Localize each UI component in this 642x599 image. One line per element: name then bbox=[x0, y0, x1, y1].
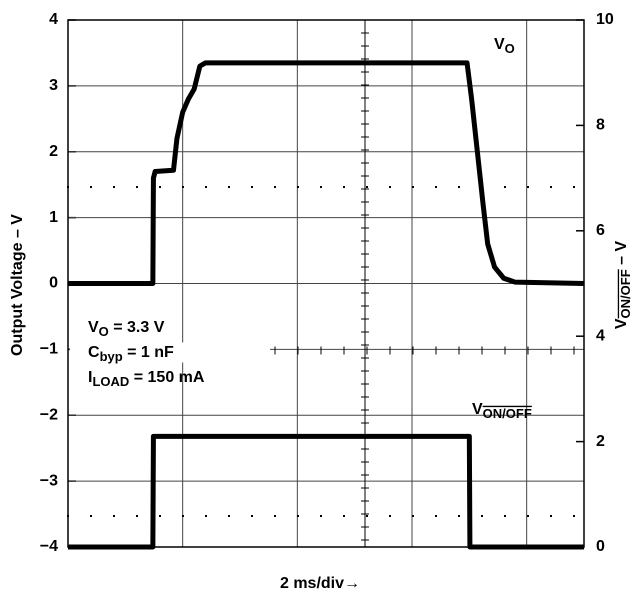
grid-dot bbox=[366, 186, 368, 188]
y2-tick-label: 10 bbox=[596, 11, 614, 28]
grid-dot bbox=[159, 186, 161, 188]
grid-dot bbox=[343, 186, 345, 188]
y2-tick-label: 4 bbox=[596, 327, 605, 344]
grid-dot bbox=[458, 515, 460, 517]
grid-dot bbox=[205, 186, 207, 188]
y-tick-label: 4 bbox=[49, 11, 58, 28]
grid-dot bbox=[527, 186, 529, 188]
grid-dot bbox=[573, 186, 575, 188]
y-tick-label: −4 bbox=[40, 538, 58, 555]
text-part: byp bbox=[100, 349, 123, 364]
grid-dot bbox=[136, 186, 138, 188]
text-part: ON/OFF bbox=[483, 406, 532, 421]
text-part: C bbox=[88, 344, 100, 361]
grid-dot bbox=[389, 186, 391, 188]
text-part: O bbox=[99, 324, 109, 339]
grid-dot bbox=[389, 515, 391, 517]
text-part: V bbox=[88, 319, 99, 336]
grid-dot bbox=[550, 186, 552, 188]
grid-dot bbox=[527, 515, 529, 517]
annotation: ILOAD = 150 mA bbox=[88, 369, 205, 389]
x-axis-label: 2 ms/div→ bbox=[280, 575, 360, 592]
grid-dot bbox=[274, 186, 276, 188]
grid-dot bbox=[228, 515, 230, 517]
y-tick-label: −3 bbox=[40, 472, 58, 489]
grid-dot bbox=[320, 186, 322, 188]
grid-dot bbox=[573, 515, 575, 517]
y2-axis-label: VON/OFF – V bbox=[613, 241, 633, 330]
y-tick-label: 3 bbox=[49, 77, 58, 94]
grid-dot bbox=[504, 515, 506, 517]
y2-tick-label: 8 bbox=[596, 117, 605, 134]
annotation: VON/OFF bbox=[472, 401, 532, 421]
grid-dot bbox=[412, 515, 414, 517]
grid-dot bbox=[412, 186, 414, 188]
y-tick-label: 2 bbox=[49, 143, 58, 160]
grid-dot bbox=[297, 186, 299, 188]
text-part: V bbox=[613, 318, 630, 329]
grid-dot bbox=[343, 515, 345, 517]
grid-dot bbox=[182, 186, 184, 188]
series-line bbox=[68, 60, 585, 286]
grid-dot bbox=[458, 186, 460, 188]
y-tick-label: −2 bbox=[40, 406, 58, 423]
grid-dot bbox=[550, 515, 552, 517]
grid-dot bbox=[274, 515, 276, 517]
series-line bbox=[68, 433, 584, 550]
text-part: V bbox=[494, 36, 505, 53]
grid-dot bbox=[228, 186, 230, 188]
grid-dot bbox=[182, 515, 184, 517]
annotation: VO = 3.3 V bbox=[88, 319, 165, 339]
annotation: VO bbox=[494, 36, 515, 56]
grid-dot bbox=[297, 515, 299, 517]
grid-dot bbox=[159, 515, 161, 517]
y2-tick-label: 2 bbox=[596, 433, 605, 450]
grid-dot bbox=[113, 186, 115, 188]
grid-dot bbox=[90, 515, 92, 517]
grid-dot bbox=[90, 186, 92, 188]
annotation-bg bbox=[70, 342, 270, 363]
text-part: = 150 mA bbox=[129, 369, 205, 386]
annotation: Cbyp = 1 nF bbox=[88, 344, 174, 364]
grid-dot bbox=[320, 515, 322, 517]
text-part: I bbox=[88, 369, 92, 386]
y-tick-label: −1 bbox=[40, 341, 58, 358]
grid-dot bbox=[504, 186, 506, 188]
text-part: – V bbox=[613, 241, 630, 270]
grid-dot bbox=[435, 186, 437, 188]
y-axis-label: Output Voltage – V bbox=[9, 214, 26, 356]
text-part: O bbox=[505, 41, 515, 56]
y-tick-label: 0 bbox=[49, 275, 58, 292]
text-part: = 3.3 V bbox=[109, 319, 165, 336]
text-part: V bbox=[472, 401, 483, 418]
text-part: LOAD bbox=[92, 374, 129, 389]
grid-dot bbox=[435, 515, 437, 517]
grid-dot bbox=[136, 515, 138, 517]
grid-dot bbox=[251, 186, 253, 188]
text-part: = 1 nF bbox=[123, 344, 174, 361]
text-part: ON/OFF bbox=[618, 269, 633, 318]
y2-tick-label: 0 bbox=[596, 538, 605, 555]
y2-tick-label: 6 bbox=[596, 222, 605, 239]
grid-dot bbox=[481, 515, 483, 517]
grid-dot bbox=[366, 515, 368, 517]
y-tick-label: 1 bbox=[49, 209, 58, 226]
grid-dot bbox=[251, 515, 253, 517]
grid-dot bbox=[205, 515, 207, 517]
grid-dot bbox=[113, 515, 115, 517]
